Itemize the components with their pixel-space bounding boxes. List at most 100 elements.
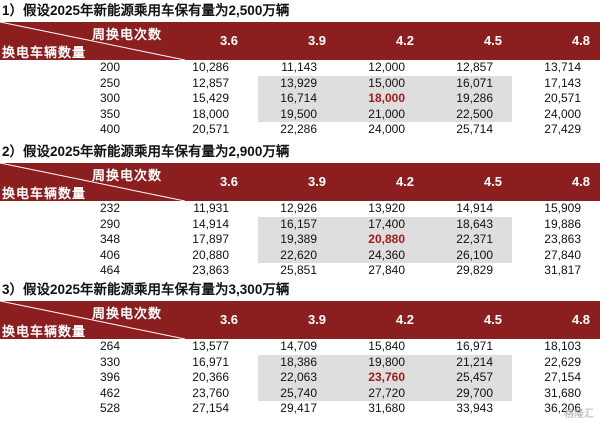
table-cell: 20,880: [192, 247, 229, 262]
table-header: 周换电次数 换电车辆数量 3.6 3.9 4.2 4.5 4.8: [0, 22, 600, 60]
table-cell: 15,840: [368, 339, 405, 353]
row-label: 350: [99, 106, 120, 121]
table-cell: 14,709: [280, 339, 317, 353]
table-cell: 22,063: [280, 370, 317, 385]
column-header: 4.8: [571, 174, 591, 189]
table-cell: 12,000: [368, 60, 405, 74]
watermark: 格隆汇: [564, 409, 594, 420]
column-header: 3.6: [219, 174, 239, 189]
row-label: 396: [99, 370, 120, 385]
column-header: 3.6: [219, 312, 239, 327]
table-row: 348 17,897 19,389 20,880 22,371 23,863: [0, 232, 600, 248]
header-vehicle-count: 换电车辆数量: [2, 45, 87, 60]
diagonal-divider: [0, 163, 185, 201]
table-cell: 18,643: [456, 216, 493, 231]
column-header: 3.9: [307, 312, 327, 327]
table-cell: 25,851: [280, 263, 317, 278]
table-cell: 19,286: [456, 91, 493, 106]
row-label: 348: [99, 232, 120, 247]
table-cell: 31,817: [544, 263, 581, 278]
table-cell: 19,800: [368, 354, 405, 369]
column-header: 3.6: [219, 33, 239, 48]
section-title: 1）假设2025年新能源乘用车保有量为2,500万辆: [2, 3, 290, 18]
table-cell: 19,389: [280, 232, 317, 247]
row-label: 528: [99, 401, 120, 416]
table-row: 264 13,577 14,709 15,840 16,971 18,103: [0, 339, 600, 355]
table-cell: 12,857: [192, 75, 229, 90]
table-cell: 22,286: [280, 122, 317, 137]
column-header: 4.8: [571, 33, 591, 48]
table-cell: 29,829: [456, 263, 493, 278]
table-cell: 16,971: [192, 354, 229, 369]
table-cell: 21,214: [456, 354, 493, 369]
table-cell: 21,000: [368, 106, 405, 121]
table-row: 290 14,914 16,157 17,400 18,643 19,886: [0, 217, 600, 233]
row-label: 300: [99, 91, 120, 106]
row-label: 330: [99, 354, 120, 369]
table-section-3: 3）假设2025年新能源乘用车保有量为3,300万辆 周换电次数 换电车辆数量 3.6…: [0, 279, 600, 417]
table-cell: 14,914: [456, 201, 493, 215]
table-cell: 20,571: [544, 91, 581, 106]
row-label: 400: [99, 122, 120, 137]
header-vehicle-count: 换电车辆数量: [2, 324, 87, 339]
table-cell: 13,577: [192, 339, 229, 353]
table-cell: 27,840: [544, 247, 581, 262]
table-row: 406 20,880 22,620 24,360 26,100 27,840: [0, 248, 600, 264]
table-row: 250 12,857 13,929 15,000 16,071 17,143: [0, 76, 600, 92]
row-label: 406: [99, 247, 120, 262]
table-cell: 10,286: [192, 60, 229, 74]
table-section-2: 2）假设2025年新能源乘用车保有量为2,900万辆 周换电次数 换电车辆数量 3.6…: [0, 141, 600, 279]
table-row: 462 23,760 25,740 27,720 29,700 31,680: [0, 386, 600, 402]
table-cell: 15,000: [368, 75, 405, 90]
table-cell: 13,920: [368, 201, 405, 215]
row-label: 462: [99, 385, 120, 400]
table-cell: 22,500: [456, 106, 493, 121]
header-vehicle-count: 换电车辆数量: [2, 186, 87, 201]
section-title: 2）假设2025年新能源乘用车保有量为2,900万辆: [2, 144, 290, 159]
table-cell: 17,897: [192, 232, 229, 247]
table-cell: 27,154: [544, 370, 581, 385]
table-body: 264 13,577 14,709 15,840 16,971 18,103 330 16,9…: [0, 339, 600, 417]
table-row: 464 23,863 25,851 27,840 29,829 31,817: [0, 263, 600, 279]
table-header: 周换电次数 换电车辆数量 3.6 3.9 4.2 4.5 4.8: [0, 301, 600, 339]
table-cell: 13,714: [544, 60, 581, 74]
header-weekly-swaps: 周换电次数: [92, 27, 163, 42]
table-cell: 33,943: [456, 401, 493, 416]
table-cell: 22,371: [456, 232, 493, 247]
table-cell: 27,154: [192, 401, 229, 416]
table-section-1: 1）假设2025年新能源乘用车保有量为2,500万辆周换电次数 换电车辆数量 3.6…: [0, 0, 600, 138]
highlighted-cell: 23,760: [368, 370, 405, 385]
table-cell: 25,714: [456, 122, 493, 137]
table-cell: 18,386: [280, 354, 317, 369]
row-label: 464: [99, 263, 120, 278]
table-cell: 26,100: [456, 247, 493, 262]
table-cell: 20,571: [192, 122, 229, 137]
table-cell: 31,680: [544, 385, 581, 400]
table-cell: 16,714: [280, 91, 317, 106]
table-cell: 29,700: [456, 385, 493, 400]
shaded-region: [258, 75, 512, 123]
table-row: 330 16,971 18,386 19,800 21,214 22,629: [0, 355, 600, 371]
table-cell: 20,366: [192, 370, 229, 385]
shaded-region: [258, 354, 512, 402]
table-row: 528 27,154 29,417 31,680 33,943 36,206: [0, 401, 600, 417]
row-label: 250: [99, 75, 120, 90]
table-row: 396 20,366 22,063 23,760 25,457 27,154: [0, 370, 600, 386]
column-header: 3.9: [307, 174, 327, 189]
table-cell: 18,000: [192, 106, 229, 121]
highlighted-cell: 20,880: [368, 232, 405, 247]
table-cell: 25,457: [456, 370, 493, 385]
column-header: 4.2: [395, 33, 415, 48]
table-cell: 29,417: [280, 401, 317, 416]
table-cell: 31,680: [368, 401, 405, 416]
table-cell: 23,863: [544, 232, 581, 247]
table-body: 200 10,286 11,143 12,000 12,857 13,714 250 12,8…: [0, 60, 600, 138]
table-cell: 19,500: [280, 106, 317, 121]
diagonal-divider: [0, 22, 185, 60]
table-cell: 11,143: [281, 60, 317, 74]
table-cell: 22,620: [280, 247, 317, 262]
table-cell: 27,429: [544, 122, 581, 137]
table-cell: 24,000: [368, 122, 405, 137]
column-header: 4.8: [571, 312, 591, 327]
table-header: 周换电次数 换电车辆数量 3.6 3.9 4.2 4.5 4.8: [0, 163, 600, 201]
